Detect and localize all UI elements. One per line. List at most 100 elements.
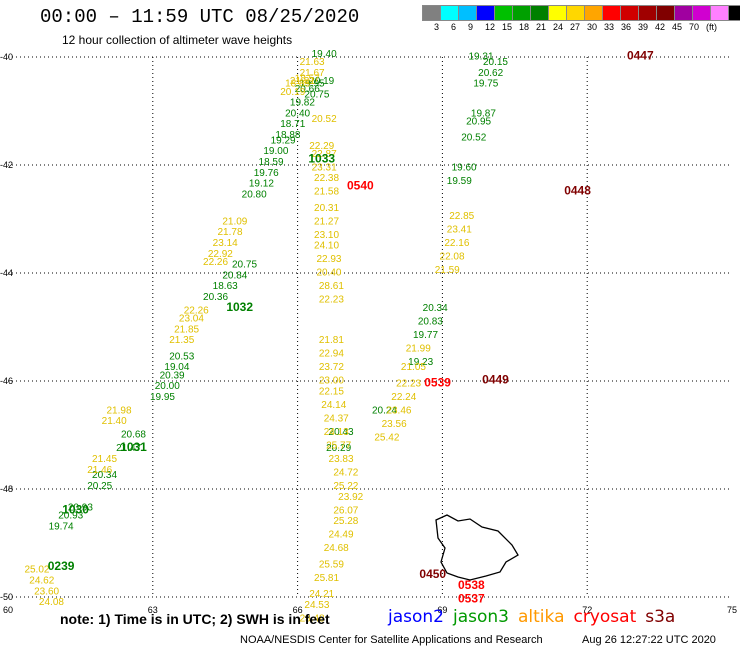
wave-height-label: 21.59: [435, 265, 460, 276]
wave-height-label: 21.27: [314, 216, 339, 227]
y-tick-label: -48: [0, 484, 13, 494]
wave-height-label: 23.46: [386, 405, 411, 416]
x-tick-label: 60: [3, 605, 13, 615]
note-text: note: 1) Time is in UTC; 2) SWH is in fe…: [60, 611, 330, 627]
wave-height-label: 18.57: [295, 73, 320, 84]
pass-time-label: 1032: [226, 300, 253, 314]
wave-height-label: 22.26: [203, 257, 228, 268]
wave-height-label: 20.34: [92, 470, 117, 481]
pass-time-label: 0537: [458, 591, 485, 605]
x-tick-label: 63: [148, 605, 158, 615]
x-tick-label: 72: [582, 605, 592, 615]
wave-height-label: 25.28: [333, 516, 358, 527]
wave-height-label: 19.95: [150, 392, 175, 403]
island-outline: [435, 514, 519, 581]
wave-height-label: 20.95: [466, 117, 491, 128]
wave-height-label: 20.31: [314, 203, 339, 214]
wave-height-label: 19.60: [452, 162, 477, 173]
wave-height-label: 20.52: [312, 114, 337, 125]
wave-height-label: 20.75: [232, 260, 257, 271]
wave-height-label: 23.04: [179, 314, 204, 325]
wave-height-label: 22.87: [312, 149, 337, 160]
wave-height-label: 22.85: [449, 211, 474, 222]
wave-height-label: 23.31: [312, 162, 337, 173]
wave-height-label: 25.42: [374, 432, 399, 443]
wave-height-label: 21.67: [300, 68, 325, 79]
wave-height-label: 22.24: [391, 392, 416, 403]
wave-height-label: 19.77: [413, 330, 438, 341]
wave-height-label: 22.08: [440, 252, 465, 263]
wave-height-label: 23.72: [319, 362, 344, 373]
wave-height-label: 22.94: [319, 349, 344, 360]
wave-height-label: 21.46: [87, 465, 112, 476]
legend-item-cryosat: cryosat: [573, 607, 637, 627]
wave-height-label: 21.09: [222, 216, 247, 227]
wave-height-label: 22.92: [208, 249, 233, 260]
wave-height-label: 20.75: [304, 90, 329, 101]
wave-height-label: 25.81: [314, 573, 339, 584]
wave-height-label: 22.26: [184, 306, 209, 317]
wave-height-label: 23.92: [338, 492, 363, 503]
color-scale-tick: 39: [638, 22, 649, 32]
wave-height-label: 20.40: [316, 268, 341, 279]
wave-height-label: 21.85: [174, 324, 199, 335]
wave-height-label: 20.36: [203, 292, 228, 303]
wave-height-label: 20.40: [285, 108, 310, 119]
pass-time-label: 1031: [120, 440, 147, 454]
wave-height-label: 19.29: [271, 135, 296, 146]
color-scale-tick: (ft): [706, 22, 717, 32]
wave-height-label: 20.39: [160, 370, 185, 381]
pass-time-label: 1030: [62, 502, 89, 516]
legend-item-s3a: s3a: [645, 607, 676, 627]
pass-time-label: 0449: [482, 373, 509, 387]
color-scale-tick: 27: [570, 22, 581, 32]
wave-height-label: 22.38: [314, 173, 339, 184]
legend-item-jason3: jason3: [453, 607, 509, 627]
wave-height-label: 18.63: [213, 281, 238, 292]
color-scale-ticks: 3 6 9 12 15 18 21 24 27 30 33 36 39 42 45 70 (ft): [422, 22, 740, 34]
color-scale-tick: 24: [553, 22, 564, 32]
wave-height-label: 22.23: [396, 378, 421, 389]
wave-height-label: 20.43: [329, 427, 354, 438]
y-tick-label: -40: [0, 52, 13, 62]
wave-height-label: 23.56: [382, 419, 407, 430]
color-scale-tick: 6: [451, 22, 457, 32]
pass-time-label: 0538: [458, 578, 485, 592]
wave-height-label: 24.53: [304, 600, 329, 611]
satellite-legend: jason2 jason3 altika cryosat s3a: [388, 607, 684, 627]
wave-height-label: 19.04: [164, 362, 189, 373]
wave-height-label: 19.23: [408, 357, 433, 368]
wave-height-label: 19.95: [300, 79, 325, 90]
wave-height-label: 18.88: [275, 130, 300, 141]
wave-height-label: 18.85: [285, 79, 310, 90]
y-tick-label: -42: [0, 160, 13, 170]
wave-height-label: 20.15: [483, 57, 508, 68]
wave-height-label: 20.52: [461, 133, 486, 144]
wave-height-label: 20.00: [155, 381, 180, 392]
wave-height-label: 24.10: [314, 241, 339, 252]
wave-height-label: 20.19: [280, 87, 305, 98]
wave-height-label: 26.07: [333, 505, 358, 516]
wave-height-label: 24.37: [324, 414, 349, 425]
wave-height-label: 21.81: [319, 335, 344, 346]
color-scale-tick: 9: [468, 22, 474, 32]
wave-height-label: 20.24: [372, 405, 397, 416]
credit-text: NOAA/NESDIS Center for Satellite Applica…: [240, 634, 543, 646]
y-tick-label: -46: [0, 376, 13, 386]
wave-height-label: 20.80: [242, 189, 267, 200]
color-scale-tick: 45: [672, 22, 683, 32]
wave-height-label: 19.40: [312, 49, 337, 60]
pass-time-label: 0447: [627, 49, 654, 63]
pass-time-label: 0540: [347, 178, 374, 192]
wave-height-label: 28.61: [319, 281, 344, 292]
wave-height-label: 23.14: [213, 238, 238, 249]
wave-height-label: 24.21: [309, 589, 334, 600]
wave-height-label: 21.98: [106, 405, 131, 416]
wave-height-label: 19.74: [49, 522, 74, 533]
color-scale-tick: 36: [621, 22, 632, 32]
wave-height-label: 20.34: [423, 303, 448, 314]
wave-height-label: 19.59: [447, 176, 472, 187]
wave-height-label: 19.12: [249, 179, 274, 190]
wave-height-label: 22.15: [319, 387, 344, 398]
wave-height-label: 23.83: [329, 454, 354, 465]
